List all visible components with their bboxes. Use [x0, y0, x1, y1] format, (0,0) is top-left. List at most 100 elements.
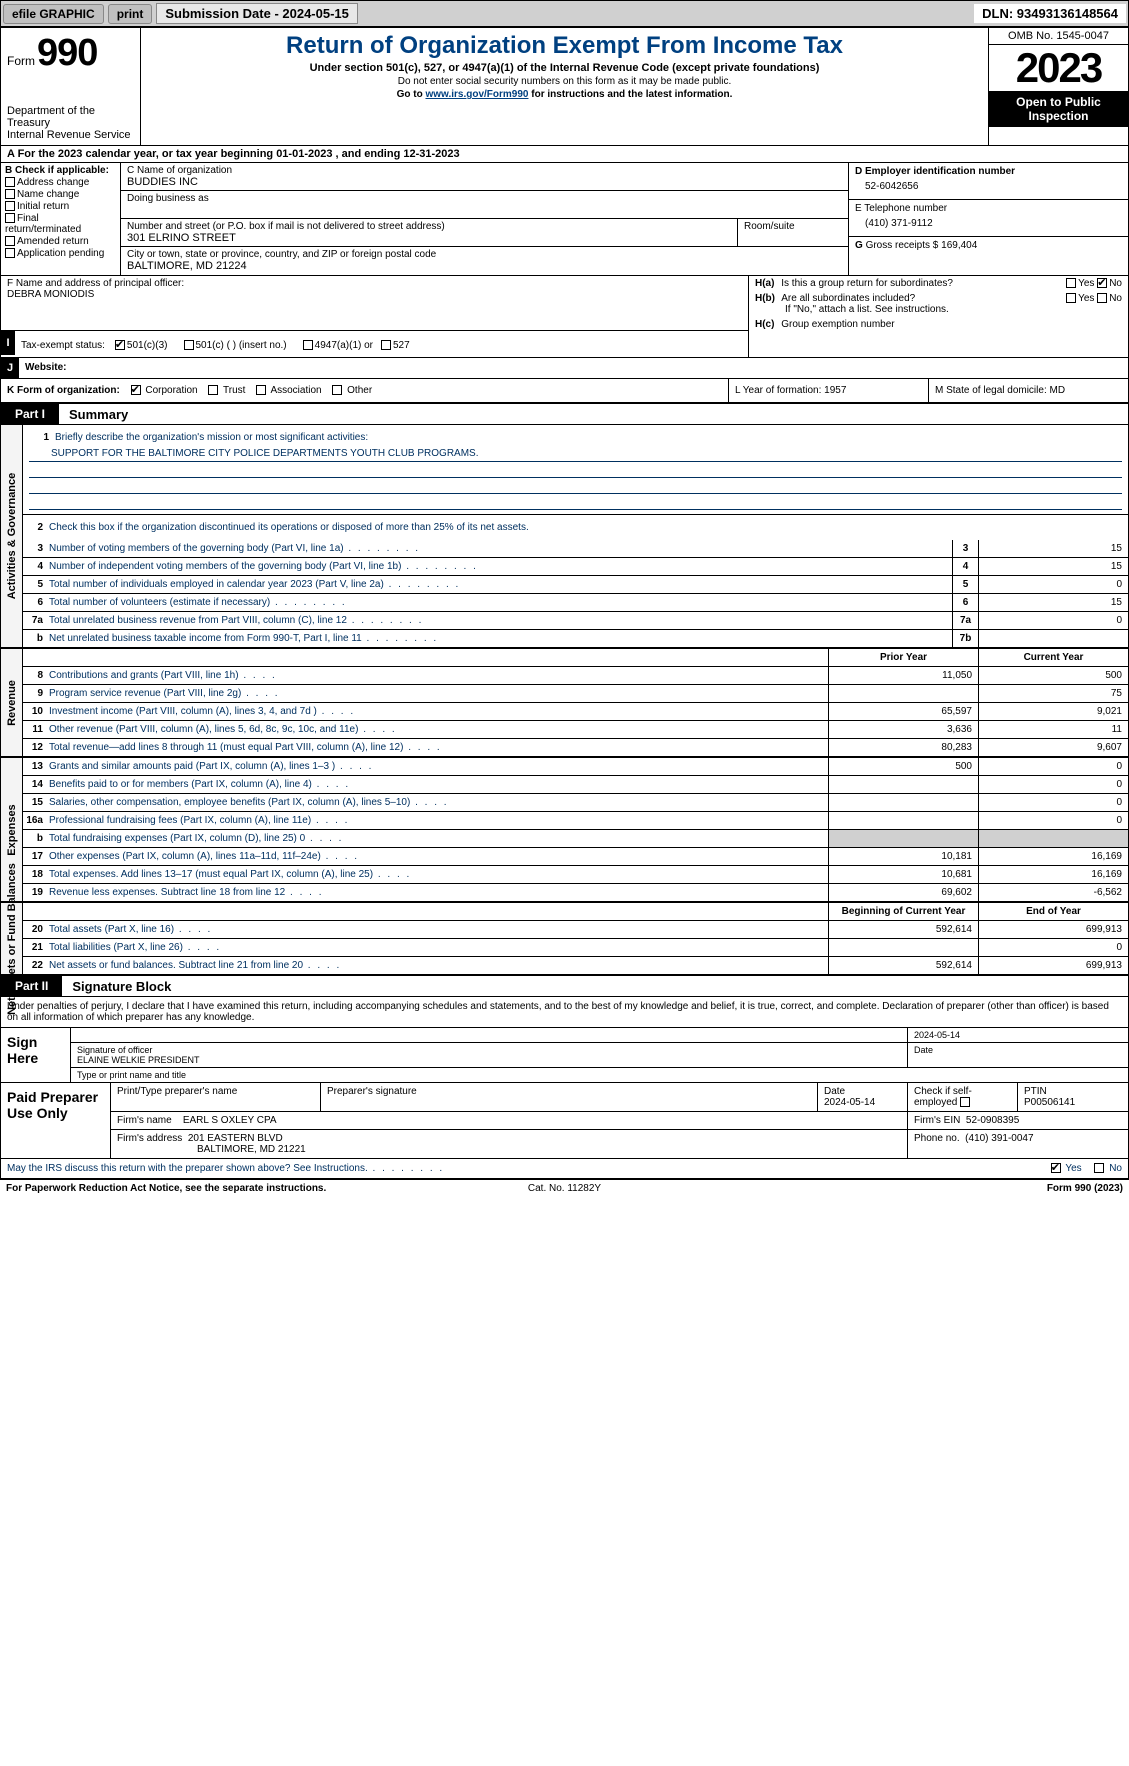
- irs-link[interactable]: www.irs.gov/Form990: [425, 89, 528, 100]
- dba-label: Doing business as: [127, 193, 842, 204]
- summary-row: 17 Other expenses (Part IX, column (A), …: [23, 848, 1128, 866]
- discuss-with-preparer: May the IRS discuss this return with the…: [0, 1159, 1129, 1180]
- phone-label: E Telephone number: [855, 203, 1122, 214]
- sign-date-top: 2024-05-14: [908, 1028, 1128, 1042]
- summary-row: b Net unrelated business taxable income …: [23, 630, 1128, 647]
- mission-label: Briefly describe the organization's miss…: [51, 429, 1122, 446]
- revenue-section: Revenue Prior Year Current Year 8 Contri…: [0, 649, 1129, 758]
- firm-name: EARL S OXLEY CPA: [183, 1115, 277, 1126]
- website-row: J Website:: [0, 358, 1129, 379]
- summary-row: 7a Total unrelated business revenue from…: [23, 612, 1128, 630]
- hb-yes[interactable]: [1066, 293, 1076, 303]
- street-value: 301 ELRINO STREET: [127, 232, 731, 244]
- expenses-section: Expenses 13 Grants and similar amounts p…: [0, 758, 1129, 903]
- summary-row: 6 Total number of volunteers (estimate i…: [23, 594, 1128, 612]
- check-corporation[interactable]: [131, 385, 141, 395]
- ha-yes[interactable]: [1066, 278, 1076, 288]
- form-title: Return of Organization Exempt From Incom…: [145, 32, 984, 60]
- part1-header: Part I Summary: [0, 404, 1129, 425]
- preparer-date: 2024-05-14: [824, 1097, 901, 1108]
- efile-graphic-label: efile GRAPHIC: [3, 4, 104, 24]
- ha-no[interactable]: [1097, 278, 1107, 288]
- omb-number: OMB No. 1545-0047: [989, 28, 1128, 45]
- dln-label: DLN: 93493136148564: [974, 4, 1126, 23]
- ptin-value: P00506141: [1024, 1097, 1122, 1108]
- summary-row: 20 Total assets (Part X, line 16) 592,61…: [23, 921, 1128, 939]
- check-trust[interactable]: [208, 385, 218, 395]
- part2-header: Part II Signature Block: [0, 976, 1129, 997]
- discuss-no[interactable]: [1094, 1163, 1104, 1173]
- check-self-employed[interactable]: [960, 1097, 970, 1107]
- paid-preparer-block: Paid Preparer Use Only Print/Type prepar…: [0, 1083, 1129, 1159]
- check-527[interactable]: [381, 340, 391, 350]
- print-button[interactable]: print: [108, 4, 153, 24]
- check-amended-return[interactable]: [5, 236, 15, 246]
- summary-row: 5 Total number of individuals employed i…: [23, 576, 1128, 594]
- form-number: 990: [37, 32, 97, 75]
- mission-text: SUPPORT FOR THE BALTIMORE CITY POLICE DE…: [29, 448, 1122, 462]
- ein-label: D Employer identification number: [855, 166, 1122, 177]
- page-footer: For Paperwork Reduction Act Notice, see …: [0, 1180, 1129, 1197]
- summary-row: 14 Benefits paid to or for members (Part…: [23, 776, 1128, 794]
- net-assets-section: Net Assets or Fund Balances Beginning of…: [0, 903, 1129, 976]
- tax-period: A For the 2023 calendar year, or tax yea…: [0, 146, 1129, 163]
- org-name-label: C Name of organization: [127, 165, 842, 176]
- check-other[interactable]: [332, 385, 342, 395]
- street-label: Number and street (or P.O. box if mail i…: [127, 221, 731, 232]
- summary-row: 13 Grants and similar amounts paid (Part…: [23, 758, 1128, 776]
- check-final-return[interactable]: [5, 213, 15, 223]
- tax-year: 2023: [989, 45, 1128, 91]
- summary-row: 12 Total revenue—add lines 8 through 11 …: [23, 739, 1128, 756]
- summary-row: 21 Total liabilities (Part X, line 26) 0: [23, 939, 1128, 957]
- check-association[interactable]: [256, 385, 266, 395]
- dept-label: Department of the Treasury Internal Reve…: [7, 105, 134, 141]
- check-4947[interactable]: [303, 340, 313, 350]
- open-inspection-label: Open to Public Inspection: [989, 91, 1128, 127]
- state-domicile: M State of legal domicile: MD: [928, 379, 1128, 402]
- summary-row: 9 Program service revenue (Part VIII, li…: [23, 685, 1128, 703]
- firm-addr2: BALTIMORE, MD 21221: [117, 1144, 306, 1155]
- perjury-declaration: Under penalties of perjury, I declare th…: [0, 997, 1129, 1028]
- summary-row: b Total fundraising expenses (Part IX, c…: [23, 830, 1128, 848]
- room-label: Room/suite: [738, 219, 848, 246]
- officer-signature: ELAINE WELKIE PRESIDENT: [77, 1055, 901, 1065]
- form-of-org-row: K Form of organization: Corporation Trus…: [0, 379, 1129, 404]
- identity-block: B Check if applicable: Address change Na…: [0, 163, 1129, 276]
- line2-text: Check this box if the organization disco…: [45, 519, 1128, 536]
- firm-addr1: 201 EASTERN BLVD: [188, 1133, 283, 1144]
- activities-governance-section: Activities & Governance 1 Briefly descri…: [0, 425, 1129, 649]
- summary-row: 3 Number of voting members of the govern…: [23, 540, 1128, 558]
- officer-label: F Name and address of principal officer:: [7, 278, 742, 289]
- summary-row: 16a Professional fundraising fees (Part …: [23, 812, 1128, 830]
- city-value: BALTIMORE, MD 21224: [127, 260, 842, 272]
- check-501c-other[interactable]: [184, 340, 194, 350]
- check-501c3[interactable]: [115, 340, 125, 350]
- check-name-change[interactable]: [5, 189, 15, 199]
- submission-date: Submission Date - 2024-05-15: [156, 3, 358, 24]
- summary-row: 15 Salaries, other compensation, employe…: [23, 794, 1128, 812]
- efile-topbar: efile GRAPHIC print Submission Date - 20…: [0, 0, 1129, 28]
- ssn-note: Do not enter social security numbers on …: [145, 76, 984, 87]
- check-address-change[interactable]: [5, 177, 15, 187]
- check-initial-return[interactable]: [5, 201, 15, 211]
- discuss-yes[interactable]: [1051, 1163, 1061, 1173]
- city-label: City or town, state or province, country…: [127, 249, 842, 260]
- summary-row: 18 Total expenses. Add lines 13–17 (must…: [23, 866, 1128, 884]
- form-subtitle: Under section 501(c), 527, or 4947(a)(1)…: [145, 62, 984, 74]
- gross-receipts: Gross receipts $ 169,404: [866, 240, 978, 251]
- phone-value: (410) 371-9112: [855, 214, 1122, 233]
- officer-name: DEBRA MONIODIS: [7, 289, 742, 300]
- org-name: BUDDIES INC: [127, 176, 842, 188]
- instructions-link-line: Go to www.irs.gov/Form990 for instructio…: [145, 89, 984, 100]
- hb-no[interactable]: [1097, 293, 1107, 303]
- year-formation: L Year of formation: 1957: [728, 379, 928, 402]
- summary-row: 10 Investment income (Part VIII, column …: [23, 703, 1128, 721]
- summary-row: 8 Contributions and grants (Part VIII, l…: [23, 667, 1128, 685]
- summary-row: 4 Number of independent voting members o…: [23, 558, 1128, 576]
- hb-note: If "No," attach a list. See instructions…: [755, 304, 1122, 315]
- firm-ein: 52-0908395: [966, 1115, 1019, 1126]
- summary-row: 11 Other revenue (Part VIII, column (A),…: [23, 721, 1128, 739]
- check-if-applicable: B Check if applicable: Address change Na…: [1, 163, 121, 275]
- summary-row: 19 Revenue less expenses. Subtract line …: [23, 884, 1128, 901]
- check-application-pending[interactable]: [5, 248, 15, 258]
